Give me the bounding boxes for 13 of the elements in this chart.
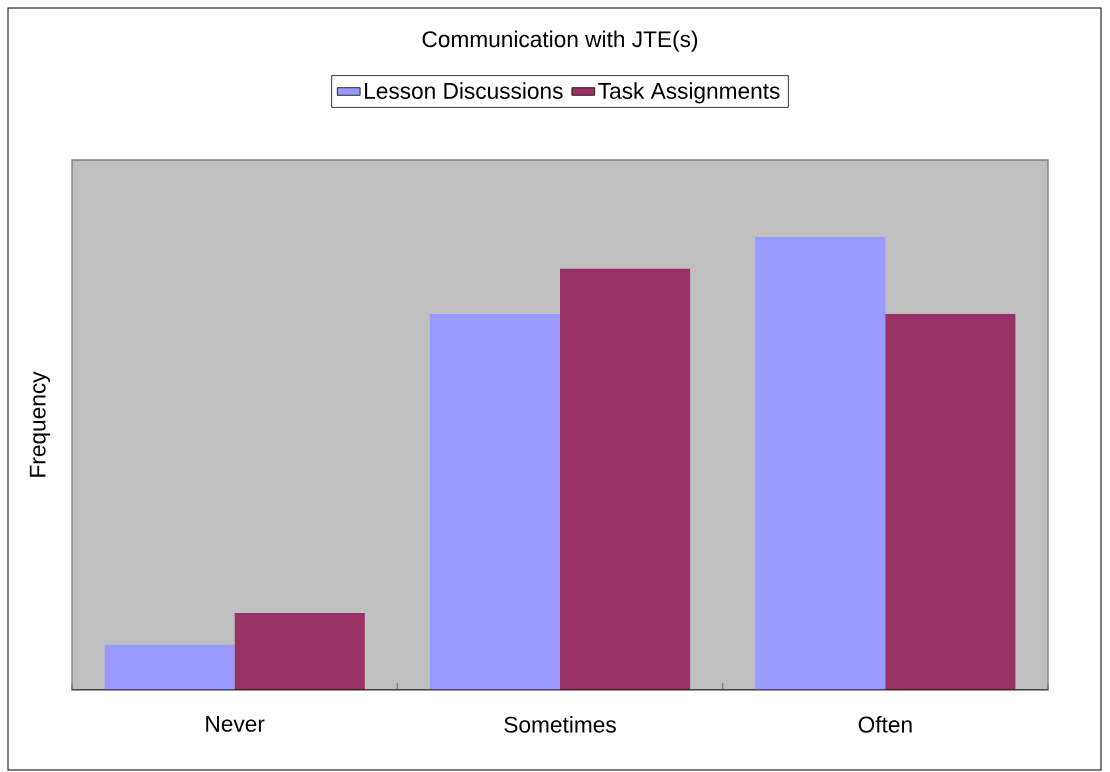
bar xyxy=(755,237,886,690)
bar xyxy=(429,314,560,690)
legend-label: Lesson Discussions xyxy=(365,82,563,99)
y-axis-title: Frequency xyxy=(29,371,51,477)
bar xyxy=(560,268,691,690)
x-tick-label: Often xyxy=(858,716,912,733)
bar xyxy=(104,644,235,690)
legend-label: Task Assignments xyxy=(598,82,780,104)
bar xyxy=(885,314,1016,690)
x-tick-label: Sometimes xyxy=(504,716,616,733)
x-tick-label: Never xyxy=(206,716,265,732)
bar xyxy=(234,612,365,690)
chart-title: Communication with JTE(s) xyxy=(422,30,698,52)
